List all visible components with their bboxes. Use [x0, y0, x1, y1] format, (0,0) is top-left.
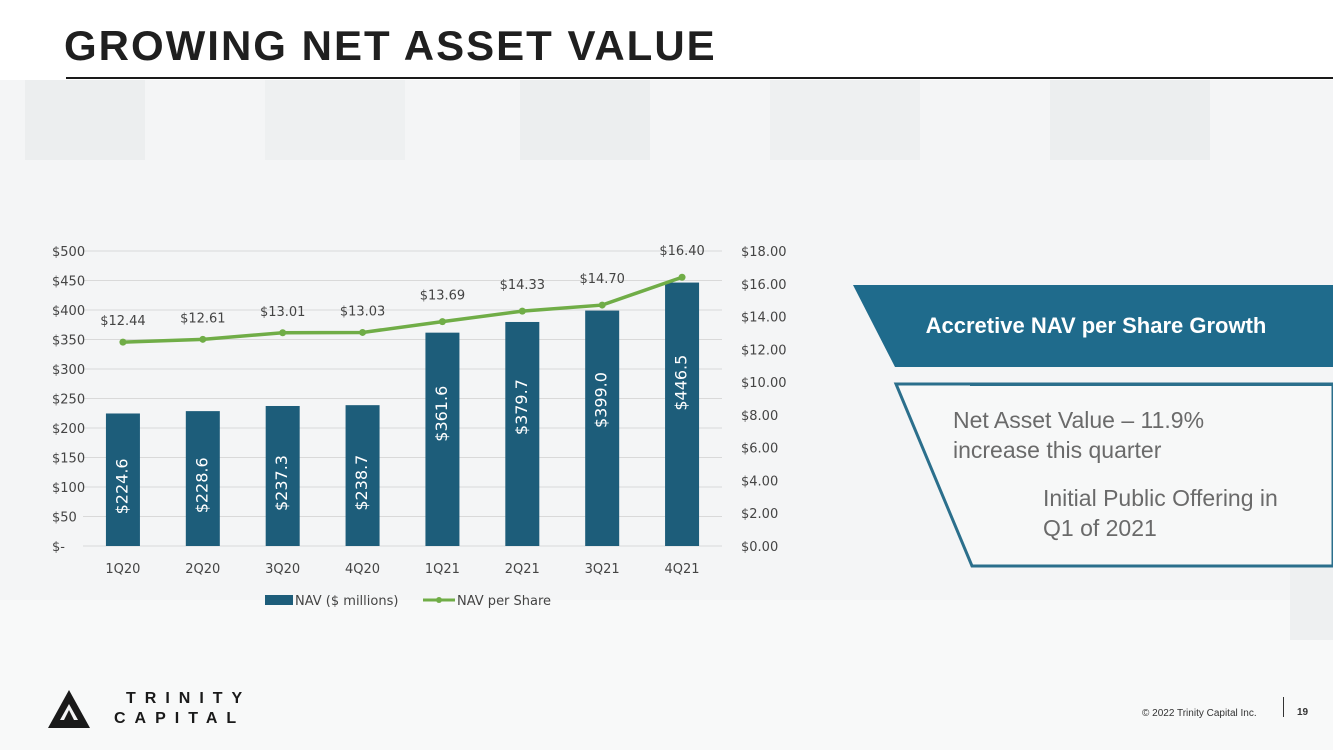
x-axis-tick-label: 2Q20 [185, 562, 220, 577]
callout-heading: Accretive NAV per Share Growth [925, 313, 1267, 338]
legend-line-marker [436, 597, 442, 603]
page-title: GROWING NET ASSET VALUE [64, 22, 717, 69]
bar-nav [425, 332, 460, 546]
line-point [279, 329, 287, 337]
line-point [678, 273, 686, 281]
line-nav-per-share [122, 275, 683, 344]
background-tile [25, 80, 145, 160]
left-axis-tick-label: $100 [52, 481, 85, 496]
line-data-label: $12.61 [180, 311, 226, 326]
callout-bullet-ipo: Initial Public Offering in Q1 of 2021 [1043, 485, 1278, 541]
x-axis-tick-label: 4Q21 [665, 562, 700, 577]
background-tile [0, 600, 1333, 750]
callout-heading-banner [853, 285, 1333, 367]
line-data-label: $12.44 [100, 314, 146, 329]
callout-bullet-nav-increase: Net Asset Value – 11.9% increase this qu… [953, 407, 1205, 463]
right-axis-tick-label: $10.00 [741, 376, 787, 391]
line-point [598, 301, 606, 309]
x-axis-tick-label: 2Q21 [505, 562, 540, 577]
left-axis-tick-label: $- [52, 540, 65, 555]
line-point [359, 328, 367, 336]
logo-mark-icon [48, 690, 90, 728]
legend-swatch-bars [265, 595, 293, 605]
left-axis-tick-label: $400 [52, 304, 85, 319]
background-tile [520, 80, 650, 160]
line-point [199, 335, 207, 343]
logo-line-2: CAPITAL [114, 710, 246, 727]
background-tile [0, 0, 1333, 80]
background-tile [1050, 80, 1210, 160]
bar-data-label: $361.6 [432, 386, 451, 442]
line-data-label: $13.69 [420, 289, 466, 304]
left-axis-tick-label: $150 [52, 452, 85, 467]
right-axis-tick-label: $16.00 [741, 278, 787, 293]
bar-data-label: $238.7 [352, 455, 371, 511]
line-data-label: $13.03 [340, 304, 386, 319]
bar-data-label: $399.0 [592, 372, 611, 428]
background-tile [265, 80, 405, 160]
footer-divider [1283, 697, 1284, 717]
right-axis-tick-label: $6.00 [741, 442, 778, 457]
line-data-label: $14.33 [500, 278, 546, 293]
right-axis-tick-label: $14.00 [741, 311, 787, 326]
background-tile [770, 80, 920, 160]
bar-nav [585, 310, 620, 546]
bar-nav [105, 413, 140, 546]
x-axis-tick-label: 3Q21 [585, 562, 620, 577]
right-axis-tick-label: $8.00 [741, 409, 778, 424]
bar-nav [665, 282, 700, 546]
title-underline [66, 77, 1333, 79]
bar-data-label: $228.6 [192, 457, 211, 513]
bar-nav [505, 321, 540, 546]
line-point [438, 318, 446, 326]
line-data-label: $14.70 [579, 272, 625, 287]
bar-nav [265, 405, 300, 546]
right-axis-tick-label: $12.00 [741, 343, 787, 358]
x-axis-tick-label: 1Q21 [425, 562, 460, 577]
right-axis-tick-label: $0.00 [741, 540, 778, 555]
line-point [119, 338, 127, 346]
left-axis-tick-label: $200 [52, 422, 85, 437]
left-axis-tick-label: $450 [52, 275, 85, 290]
bar-data-label: $224.6 [112, 458, 131, 514]
left-axis-tick-label: $250 [52, 393, 85, 408]
line-point [518, 307, 526, 315]
bar-nav [345, 405, 380, 546]
legend-label-line: NAV per Share [457, 594, 551, 609]
legend-label-bars: NAV ($ millions) [295, 594, 398, 609]
line-data-label: $16.40 [659, 244, 705, 259]
left-axis-tick-label: $50 [52, 511, 77, 526]
line-data-label: $13.01 [260, 305, 306, 320]
page-number: 19 [1297, 707, 1309, 718]
x-axis-tick-label: 4Q20 [345, 562, 380, 577]
bar-data-label: $379.7 [512, 379, 531, 435]
callout-graphic [853, 285, 1333, 568]
right-axis-tick-label: $2.00 [741, 507, 778, 522]
left-axis-tick-label: $300 [52, 363, 85, 378]
left-axis-tick-label: $500 [52, 245, 85, 260]
left-axis-tick-label: $350 [52, 334, 85, 349]
x-axis-tick-label: 1Q20 [105, 562, 140, 577]
right-axis-tick-label: $18.00 [741, 245, 787, 260]
bar-data-label: $446.5 [672, 355, 691, 411]
footer-copyright: © 2022 Trinity Capital Inc. [1142, 708, 1257, 719]
logo-line-1: TRINITY [126, 690, 252, 707]
bar-nav [185, 411, 220, 546]
x-axis-tick-label: 3Q20 [265, 562, 300, 577]
bar-data-label: $237.3 [272, 455, 291, 511]
right-axis-tick-label: $4.00 [741, 474, 778, 489]
